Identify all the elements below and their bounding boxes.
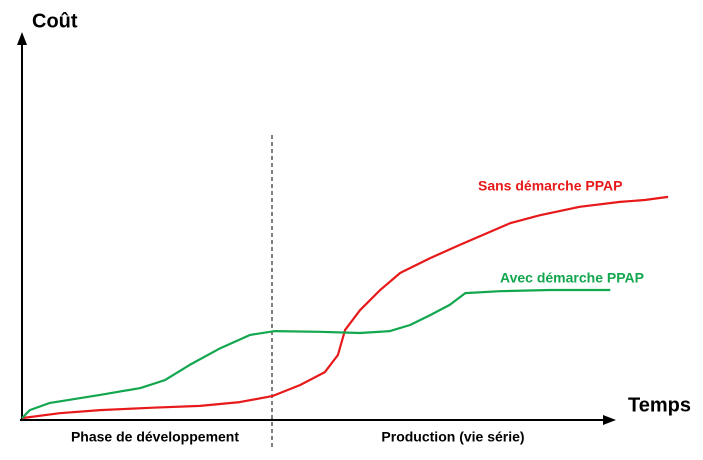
series-label: Avec démarche PPAP [500,270,644,286]
y-axis-label: Coût [32,10,78,32]
x-axis-label: Temps [628,394,691,416]
y-axis-arrow [17,32,27,45]
series-line [21,195,669,420]
x-axis-arrow [603,415,616,425]
series-line [21,288,611,419]
phase-label: Production (vie série) [381,429,524,445]
series-label: Sans démarche PPAP [478,178,622,194]
phase-label: Phase de développement [71,429,239,445]
